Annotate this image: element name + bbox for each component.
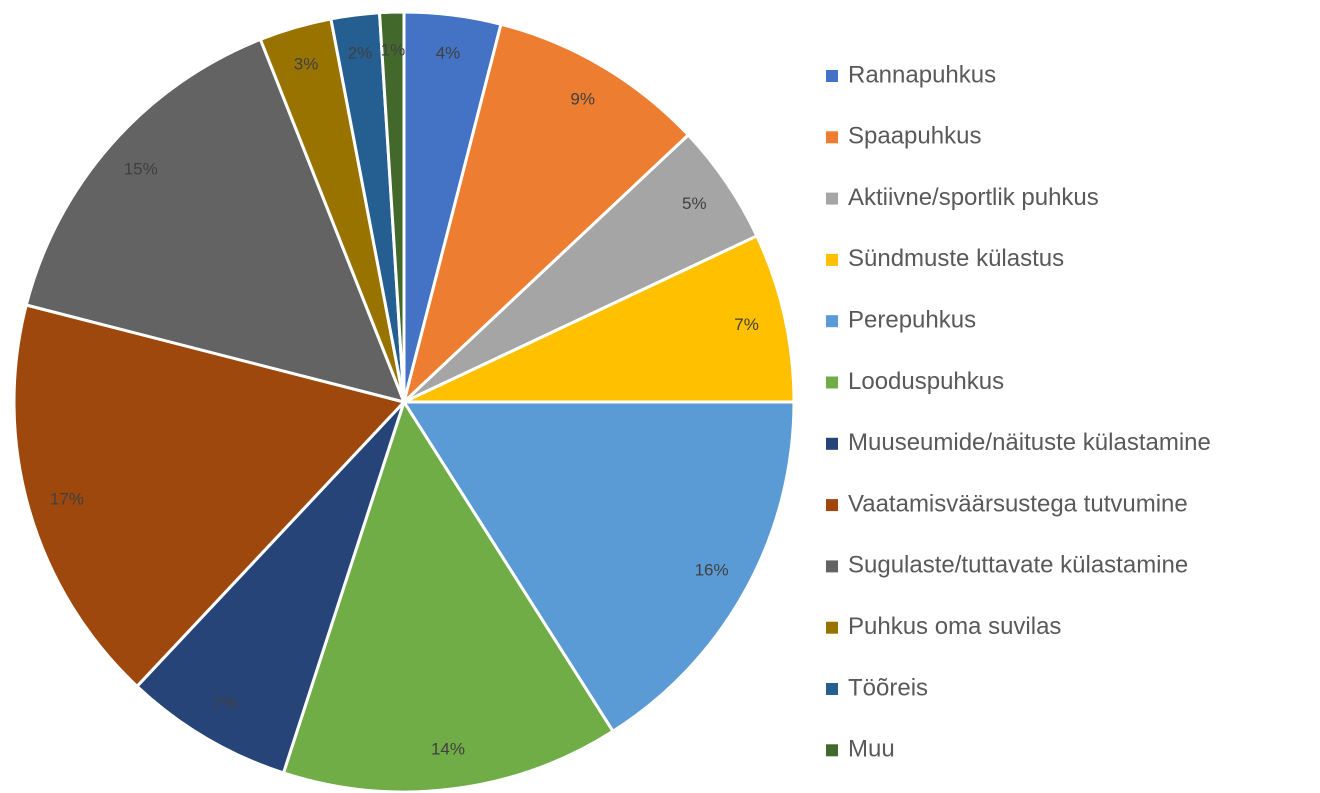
legend-label: Vaatamisväärsustega tutvumine: [848, 490, 1188, 517]
value-label: 1%: [381, 41, 406, 60]
value-label: 15%: [124, 159, 158, 178]
value-label: 16%: [695, 561, 729, 580]
legend-swatch: [826, 131, 838, 144]
legend-swatch: [826, 621, 838, 634]
legend-swatch: [826, 376, 838, 389]
pie-slice: [134, 400, 406, 775]
legend-label: Aktiivne/sportlik puhkus: [848, 184, 1099, 211]
pie-slice: [281, 398, 616, 793]
legend-label: Puhkus oma suvilas: [848, 613, 1061, 640]
pie-slice: [377, 10, 406, 403]
value-label: 7%: [734, 315, 759, 334]
value-label: 7%: [213, 694, 238, 713]
legend-label: Rannapuhkus: [848, 61, 996, 88]
legend-swatch: [826, 683, 838, 695]
legend-label: Muu: [848, 736, 895, 763]
legend-label: Sündmuste külastus: [848, 245, 1064, 272]
legend-label: Perepuhkus: [848, 307, 976, 334]
pie-slice: [403, 233, 796, 404]
value-label: 4%: [436, 43, 461, 62]
pie-slice: [12, 303, 407, 689]
value-label: 17%: [50, 489, 84, 508]
legend-swatch: [826, 315, 838, 328]
legend-swatch: [826, 70, 838, 82]
value-label: 5%: [682, 194, 707, 213]
legend-label: Muuseumide/näituste külastamine: [848, 429, 1211, 456]
legend-label: Looduspuhkus: [848, 368, 1004, 395]
pie-slice: [401, 400, 796, 734]
legend-swatch: [826, 253, 838, 266]
legend-label: Spaapuhkus: [848, 123, 981, 150]
value-label: 14%: [431, 740, 465, 759]
pie-slice: [401, 22, 691, 407]
legend-swatch: [826, 744, 838, 757]
pie-slice: [24, 37, 407, 405]
value-label: 2%: [348, 43, 373, 62]
value-label: 9%: [570, 89, 595, 108]
legend-label: Töõreis: [848, 674, 928, 701]
legend-swatch: [826, 437, 838, 450]
legend-swatch: [826, 192, 838, 205]
legend-swatch: [826, 499, 838, 512]
legend-swatch: [826, 560, 838, 573]
legend-label: Sugulaste/tuttavate külastamine: [848, 552, 1188, 579]
value-label: 3%: [294, 54, 319, 73]
